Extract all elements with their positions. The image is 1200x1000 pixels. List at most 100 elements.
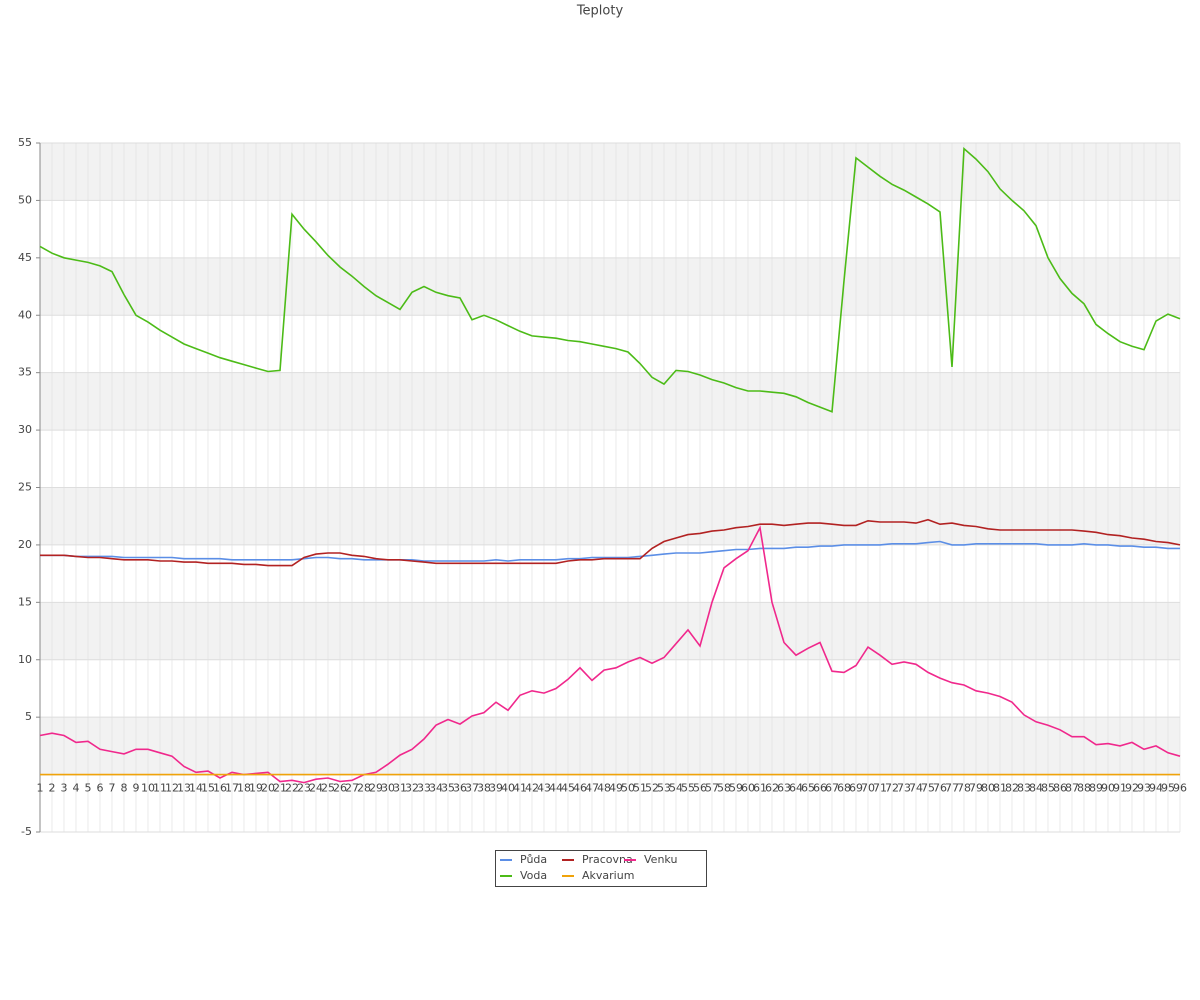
x-tick-label: 70 xyxy=(861,782,875,795)
x-tick-label: 41 xyxy=(513,782,527,795)
x-tick-label: 11 xyxy=(153,782,167,795)
x-tick-label: 43 xyxy=(537,782,551,795)
x-tick-label: 60 xyxy=(741,782,755,795)
x-tick-label: 19 xyxy=(249,782,263,795)
x-tick-label: 6 xyxy=(97,782,104,795)
x-tick-label: 53 xyxy=(657,782,671,795)
series-line xyxy=(40,518,1181,567)
x-tick-label: 12 xyxy=(165,782,179,795)
x-tick-label: 64 xyxy=(789,782,803,795)
x-tick-label: 79 xyxy=(969,782,983,795)
x-tick-label: 62 xyxy=(765,782,779,795)
legend-box xyxy=(495,850,707,887)
series-line xyxy=(39,525,1181,784)
x-tick-label: 68 xyxy=(837,782,851,795)
x-tick-label: 25 xyxy=(321,782,335,795)
x-tick-label: 8 xyxy=(121,782,128,795)
y-tick-label: 25 xyxy=(18,481,32,494)
x-tick-label: 2 xyxy=(49,782,56,795)
x-tick-label: 85 xyxy=(1041,782,1055,795)
x-tick-label: 28 xyxy=(357,782,371,795)
x-tick-label: 94 xyxy=(1149,782,1163,795)
x-tick-label: 22 xyxy=(285,782,299,795)
x-tick-label: 26 xyxy=(333,782,347,795)
grid-band xyxy=(40,257,1180,316)
x-tick-label: 69 xyxy=(849,782,863,795)
x-tick-label: 33 xyxy=(417,782,431,795)
y-tick-label: 35 xyxy=(18,366,32,379)
legend-label: Půda xyxy=(520,853,547,866)
x-tick-label: 86 xyxy=(1053,782,1067,795)
legend-label: Venku xyxy=(644,853,677,866)
x-tick-label: 50 xyxy=(621,782,635,795)
x-tick-label: 34 xyxy=(429,782,443,795)
x-tick-label: 80 xyxy=(981,782,995,795)
x-tick-label: 55 xyxy=(681,782,695,795)
x-tick-label: 44 xyxy=(549,782,563,795)
x-tick-label: 9 xyxy=(133,782,140,795)
x-tick-label: 96 xyxy=(1173,782,1187,795)
legend-label: Pracovna xyxy=(582,853,633,866)
x-tick-label: 52 xyxy=(645,782,659,795)
x-tick-label: 32 xyxy=(405,782,419,795)
grid-band xyxy=(40,372,1180,431)
x-tick-label: 92 xyxy=(1125,782,1139,795)
x-tick-label: 51 xyxy=(633,782,647,795)
x-tick-label: 29 xyxy=(369,782,383,795)
y-tick-label: 45 xyxy=(18,251,32,264)
x-tick-label: 4 xyxy=(73,782,80,795)
x-tick-label: 75 xyxy=(921,782,935,795)
series-line xyxy=(40,540,1180,562)
y-tick-label: -5 xyxy=(21,825,32,838)
x-tick-label: 10 xyxy=(141,782,155,795)
x-tick-label: 38 xyxy=(477,782,491,795)
y-tick-label: 15 xyxy=(18,595,32,608)
x-tick-label: 7 xyxy=(109,782,116,795)
x-tick-label: 36 xyxy=(453,782,467,795)
x-tick-label: 24 xyxy=(309,782,323,795)
x-tick-label: 47 xyxy=(585,782,599,795)
x-tick-label: 72 xyxy=(885,782,899,795)
y-tick-label: 55 xyxy=(18,136,32,149)
y-tick-label: 50 xyxy=(18,193,32,206)
x-tick-label: 59 xyxy=(729,782,743,795)
x-tick-label: 18 xyxy=(237,782,251,795)
x-tick-label: 63 xyxy=(777,782,791,795)
x-tick-label: 1 xyxy=(37,782,44,795)
x-tick-label: 71 xyxy=(873,782,887,795)
x-tick-label: 42 xyxy=(525,782,539,795)
x-tick-label: 14 xyxy=(189,782,203,795)
x-tick-label: 27 xyxy=(345,782,359,795)
x-tick-label: 57 xyxy=(705,782,719,795)
x-tick-label: 78 xyxy=(957,782,971,795)
x-tick-label: 66 xyxy=(813,782,827,795)
y-tick-label: 40 xyxy=(18,308,32,321)
x-tick-label: 89 xyxy=(1089,782,1103,795)
x-tick-label: 31 xyxy=(393,782,407,795)
grid-band xyxy=(40,602,1180,660)
x-tick-label: 83 xyxy=(1017,782,1031,795)
x-tick-label: 40 xyxy=(501,782,515,795)
x-tick-label: 61 xyxy=(753,782,767,795)
x-tick-label: 81 xyxy=(993,782,1007,795)
x-tick-label: 84 xyxy=(1029,782,1043,795)
series-line xyxy=(39,147,1181,413)
chart-title: Teploty xyxy=(576,4,624,19)
x-tick-label: 58 xyxy=(717,782,731,795)
x-tick-label: 35 xyxy=(441,782,455,795)
grid-band xyxy=(40,487,1180,545)
x-tick-label: 23 xyxy=(297,782,311,795)
x-tick-label: 46 xyxy=(573,782,587,795)
x-tick-label: 37 xyxy=(465,782,479,795)
x-tick-label: 20 xyxy=(261,782,275,795)
x-tick-label: 74 xyxy=(909,782,923,795)
x-tick-label: 48 xyxy=(597,782,611,795)
x-tick-label: 45 xyxy=(561,782,575,795)
x-tick-label: 3 xyxy=(61,782,68,795)
x-tick-label: 30 xyxy=(381,782,395,795)
y-tick-label: 10 xyxy=(18,653,32,666)
x-tick-label: 54 xyxy=(669,782,683,795)
x-tick-label: 5 xyxy=(85,782,92,795)
